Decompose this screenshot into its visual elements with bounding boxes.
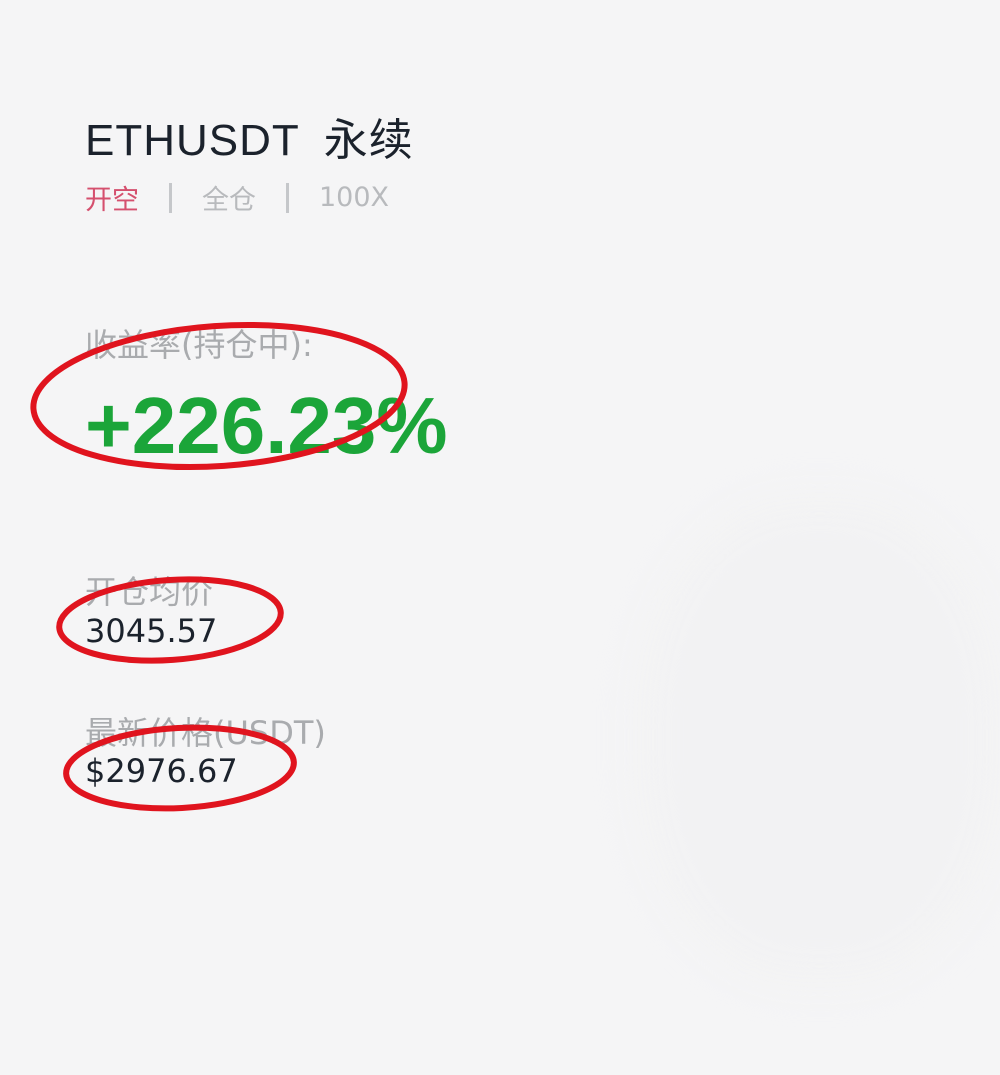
page-title: ETHUSDT 永续 xyxy=(85,104,414,168)
mark-price-value: $2976.67 xyxy=(85,752,238,790)
divider xyxy=(286,182,289,213)
symbol: ETHUSDT xyxy=(85,116,300,165)
background-watermark xyxy=(640,500,1000,980)
position-meta: 开空 全仓 100X xyxy=(85,178,389,217)
position-side: 开空 xyxy=(85,185,139,216)
entry-price-value: 3045.57 xyxy=(85,612,218,650)
mark-price-label: 最新价格(USDT) xyxy=(85,714,326,752)
margin-mode: 全仓 xyxy=(202,185,256,216)
contract-type: 永续 xyxy=(323,116,414,165)
entry-price-label: 开仓均价 xyxy=(85,573,214,611)
pnl-label: 收益率(持仓中): xyxy=(85,326,313,364)
leverage: 100X xyxy=(319,182,390,213)
pnl-value: +226.23% xyxy=(85,381,448,470)
divider xyxy=(169,182,172,213)
